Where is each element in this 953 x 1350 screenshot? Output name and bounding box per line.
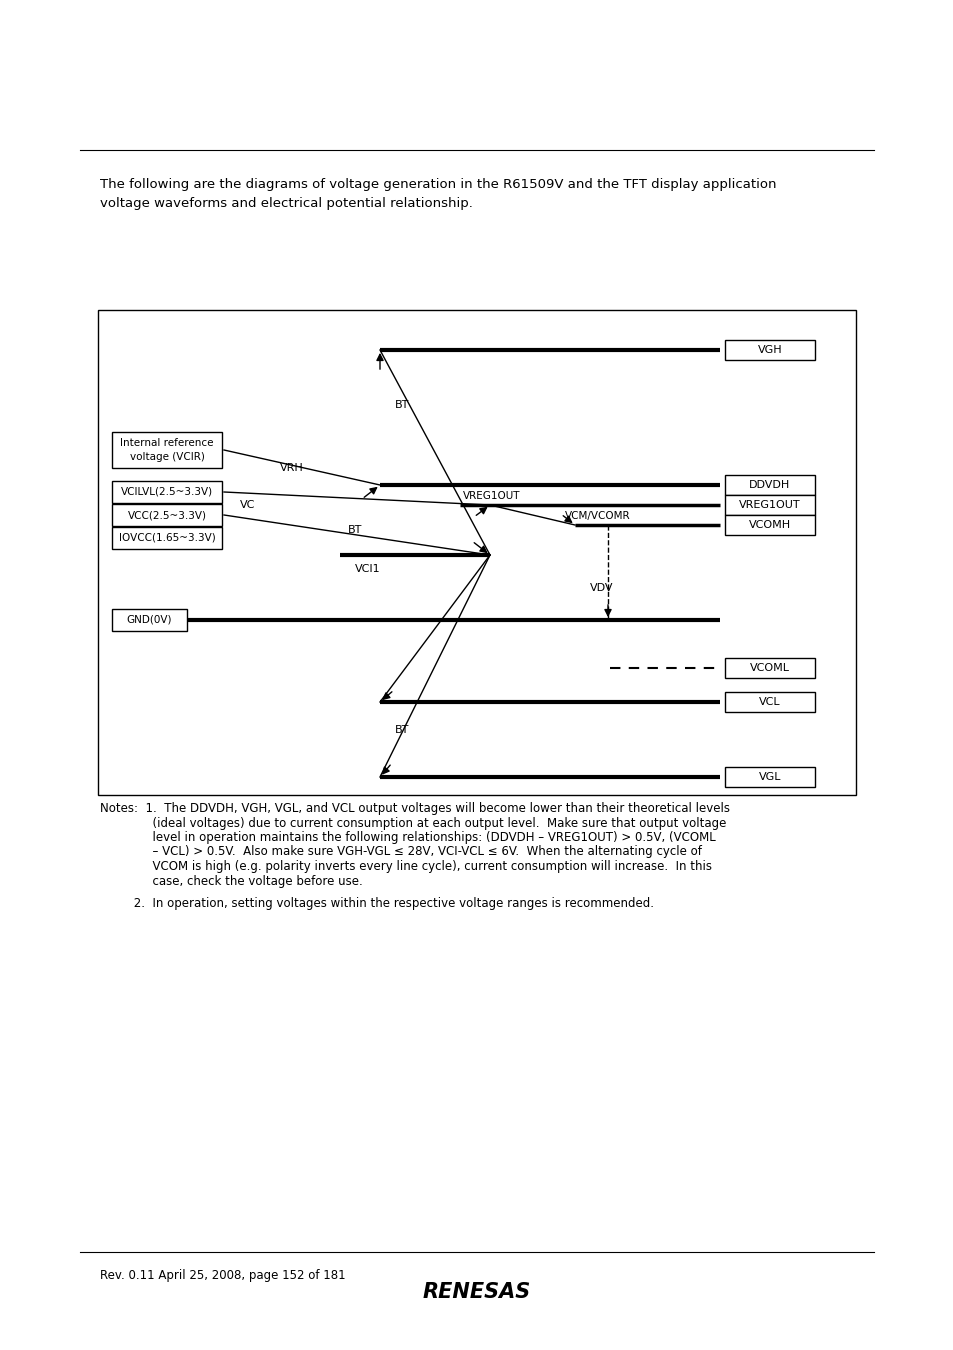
Bar (724, 693, 814, 711)
Text: case, check the voltage before use.: case, check the voltage before use. (100, 875, 362, 887)
Bar (112, 504, 222, 526)
Text: VC: VC (240, 500, 255, 510)
Text: (ideal voltages) due to current consumption at each output level.  Make sure tha: (ideal voltages) due to current consumpt… (100, 817, 725, 829)
Text: Rev. 0.11 April 25, 2008, page 152 of 181: Rev. 0.11 April 25, 2008, page 152 of 18… (100, 1269, 345, 1281)
Bar (724, 657, 814, 678)
Text: VCM/VCOMR: VCM/VCOMR (564, 512, 630, 521)
Text: The following are the diagrams of voltage generation in the R61509V and the TFT : The following are the diagrams of voltag… (100, 178, 776, 211)
Bar (112, 432, 222, 468)
Text: VCOML: VCOML (749, 663, 789, 674)
Text: 2.  In operation, setting voltages within the respective voltage ranges is recom: 2. In operation, setting voltages within… (100, 896, 654, 910)
Bar (112, 481, 222, 504)
Text: VCOMH: VCOMH (748, 520, 790, 531)
Bar (724, 514, 814, 535)
Text: BT: BT (395, 725, 409, 734)
Text: VREG1OUT: VREG1OUT (462, 491, 520, 501)
Text: VRH: VRH (280, 463, 303, 472)
Bar (98, 310, 855, 795)
Text: Notes:  1.  The DDVDH, VGH, VGL, and VCL output voltages will become lower than : Notes: 1. The DDVDH, VGH, VGL, and VCL o… (100, 802, 729, 815)
Text: VCI1: VCI1 (355, 564, 380, 574)
Text: VDV: VDV (589, 583, 613, 593)
Text: VGH: VGH (757, 346, 781, 355)
Text: VCILVL(2.5~3.3V): VCILVL(2.5~3.3V) (121, 487, 213, 497)
Text: DDVDH: DDVDH (749, 481, 790, 490)
Text: IOVCC(1.65~3.3V): IOVCC(1.65~3.3V) (118, 533, 215, 543)
Bar (112, 526, 222, 549)
Text: VCOM is high (e.g. polarity inverts every line cycle), current consumption will : VCOM is high (e.g. polarity inverts ever… (100, 860, 711, 873)
Text: – VCL) > 0.5V.  Also make sure VGH-VGL ≤ 28V, VCI-VCL ≤ 6V.  When the alternatin: – VCL) > 0.5V. Also make sure VGH-VGL ≤ … (100, 845, 701, 859)
Bar (724, 475, 814, 495)
Text: Internal reference: Internal reference (120, 437, 213, 448)
Text: level in operation maintains the following relationships: (DDVDH – VREG1OUT) > 0: level in operation maintains the followi… (100, 832, 715, 844)
Bar (112, 609, 187, 630)
Bar (724, 340, 814, 360)
Text: voltage (VCIR): voltage (VCIR) (130, 452, 204, 462)
Text: GND(0V): GND(0V) (126, 616, 172, 625)
Text: VCC(2.5~3.3V): VCC(2.5~3.3V) (128, 510, 206, 520)
Text: RENESAS: RENESAS (422, 1282, 531, 1301)
Bar (724, 495, 814, 514)
Text: VREG1OUT: VREG1OUT (739, 500, 800, 510)
Bar (724, 767, 814, 787)
Text: VGL: VGL (758, 772, 781, 782)
Text: BT: BT (395, 400, 409, 410)
Text: BT: BT (348, 525, 362, 535)
Text: VCL: VCL (759, 697, 780, 707)
